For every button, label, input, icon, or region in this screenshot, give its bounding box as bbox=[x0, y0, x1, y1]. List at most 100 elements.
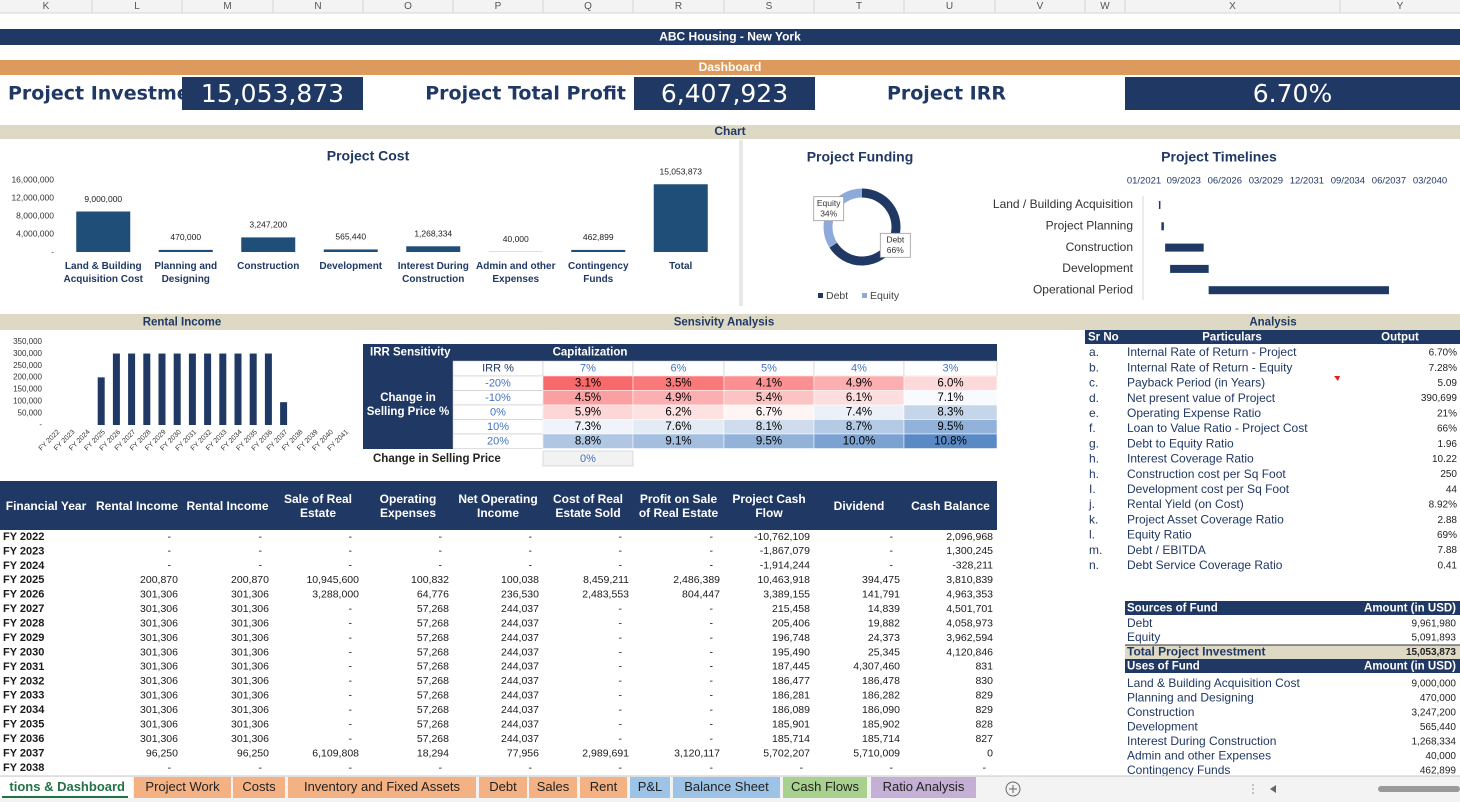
value-cell: - bbox=[710, 603, 714, 615]
sheet-tab[interactable] bbox=[288, 777, 476, 798]
heat-value: 5.4% bbox=[756, 392, 782, 404]
value-cell: 57,268 bbox=[417, 690, 449, 702]
value-cell: 186,281 bbox=[772, 690, 810, 702]
task-label: Development bbox=[1062, 261, 1133, 275]
y-tick-label: 100,000 bbox=[13, 396, 42, 405]
row-group-label: Change in Selling Price % bbox=[366, 392, 450, 418]
value-cell: - bbox=[890, 531, 894, 543]
value-cell: 4,501,701 bbox=[946, 603, 993, 615]
value-cell: 828 bbox=[975, 719, 993, 731]
fund-item: Land & Building Acquisition Cost bbox=[1127, 676, 1300, 690]
chart-title: Project Timelines bbox=[1161, 149, 1277, 165]
value-cell: 186,089 bbox=[772, 704, 810, 716]
heat-value: 4.5% bbox=[575, 392, 601, 404]
column-letter: O bbox=[404, 1, 412, 12]
input-cell bbox=[542, 450, 634, 467]
value-cell: - bbox=[529, 531, 533, 543]
heat-value: 6.2% bbox=[665, 407, 691, 419]
value-cell: - bbox=[710, 632, 714, 644]
analysis-header-label: Particulars bbox=[1202, 332, 1261, 344]
value-cell: 57,268 bbox=[417, 646, 449, 658]
sensitivity-header bbox=[363, 344, 997, 361]
y-tick-label: 200,000 bbox=[13, 373, 42, 382]
column-letter: P bbox=[495, 1, 502, 12]
bar bbox=[219, 353, 227, 425]
value-cell: - bbox=[168, 545, 172, 557]
data-label-name: Equity bbox=[817, 198, 841, 208]
value-cell: 244,037 bbox=[501, 617, 539, 629]
sheet-tab-label: Balance Sheet bbox=[684, 779, 769, 794]
x-tick-label: 12/2031 bbox=[1290, 176, 1324, 187]
value-cell: 185,714 bbox=[772, 733, 810, 745]
gantt-bar bbox=[1165, 243, 1204, 252]
scroll-thumb[interactable] bbox=[1378, 786, 1460, 792]
sheet-tab[interactable] bbox=[783, 777, 867, 798]
y-tick-label: - bbox=[39, 420, 42, 429]
value-cell: - bbox=[259, 531, 263, 543]
sheet-tab[interactable] bbox=[479, 777, 527, 798]
value-cell: - bbox=[890, 762, 894, 774]
output: 390,699 bbox=[1421, 393, 1458, 404]
column-header: Dividend bbox=[833, 498, 885, 513]
column-letter: T bbox=[856, 1, 862, 12]
heat-value: 9.5% bbox=[756, 436, 782, 448]
bar bbox=[323, 249, 378, 252]
value-cell: - bbox=[710, 560, 714, 572]
value-cell: 196,748 bbox=[772, 632, 810, 644]
sheet-tab[interactable] bbox=[529, 777, 577, 798]
value-cell: - bbox=[619, 690, 623, 702]
sheet-tab[interactable] bbox=[0, 777, 133, 798]
value-cell: - bbox=[349, 545, 353, 557]
value-cell: - bbox=[439, 560, 443, 572]
heat-value: 7.4% bbox=[846, 407, 872, 419]
year-cell: FY 2036 bbox=[3, 733, 44, 745]
value-cell: - bbox=[619, 617, 623, 629]
data-label-value: 66% bbox=[887, 245, 904, 255]
sheet-tab[interactable] bbox=[233, 777, 285, 798]
year-cell: FY 2035 bbox=[3, 719, 44, 731]
value-cell: 244,037 bbox=[501, 675, 539, 687]
value-cell: 236,530 bbox=[501, 589, 539, 601]
heat-value: 9.5% bbox=[937, 421, 963, 433]
value-cell: 827 bbox=[975, 733, 993, 745]
year-cell: FY 2029 bbox=[3, 632, 44, 644]
value-cell: 200,870 bbox=[140, 574, 178, 586]
total-row bbox=[1125, 645, 1460, 659]
bar bbox=[406, 246, 461, 252]
column-header: Rental Income bbox=[95, 498, 179, 513]
value-cell: - bbox=[168, 560, 172, 572]
sheet-tab[interactable] bbox=[630, 777, 670, 798]
value-cell: 4,963,353 bbox=[946, 589, 993, 601]
gantt-bar bbox=[1161, 222, 1164, 231]
scroll-left[interactable] bbox=[1270, 785, 1276, 793]
row-label: 10% bbox=[487, 421, 509, 433]
analysis-header-label: Output bbox=[1381, 332, 1419, 344]
sheet-tab[interactable] bbox=[871, 777, 976, 798]
chart-title: Project Funding bbox=[807, 149, 914, 165]
bar bbox=[173, 353, 181, 425]
sheet-tab[interactable] bbox=[580, 777, 627, 798]
value-cell: - bbox=[529, 560, 533, 572]
analysis-header-label: Sr No bbox=[1088, 332, 1119, 344]
value-cell: 301,306 bbox=[140, 603, 178, 615]
sheet-tab[interactable] bbox=[673, 777, 780, 798]
value-cell: 2,486,389 bbox=[673, 574, 720, 586]
input-value: 0% bbox=[580, 453, 596, 465]
column-label: 6% bbox=[671, 362, 687, 374]
y-tick-label: 4,000,000 bbox=[16, 228, 54, 238]
value-cell: 186,477 bbox=[772, 675, 810, 687]
category-label: Admin and other Expenses bbox=[476, 261, 556, 285]
add-sheet-button[interactable] bbox=[1005, 781, 1021, 797]
y-tick-label: 300,000 bbox=[13, 349, 42, 358]
value-cell: 57,268 bbox=[417, 704, 449, 716]
value-cell: -328,211 bbox=[952, 560, 993, 572]
heat-value: 5.9% bbox=[575, 407, 601, 419]
value-cell: 205,406 bbox=[772, 617, 810, 629]
sheet-tab[interactable] bbox=[134, 777, 231, 798]
value-cell: 195,490 bbox=[772, 646, 810, 658]
output: 0.41 bbox=[1438, 560, 1458, 571]
y-tick-label: 350,000 bbox=[13, 337, 42, 346]
bar bbox=[158, 249, 213, 252]
sheet-tab-label: Costs bbox=[242, 779, 276, 794]
output: 66% bbox=[1437, 424, 1457, 435]
